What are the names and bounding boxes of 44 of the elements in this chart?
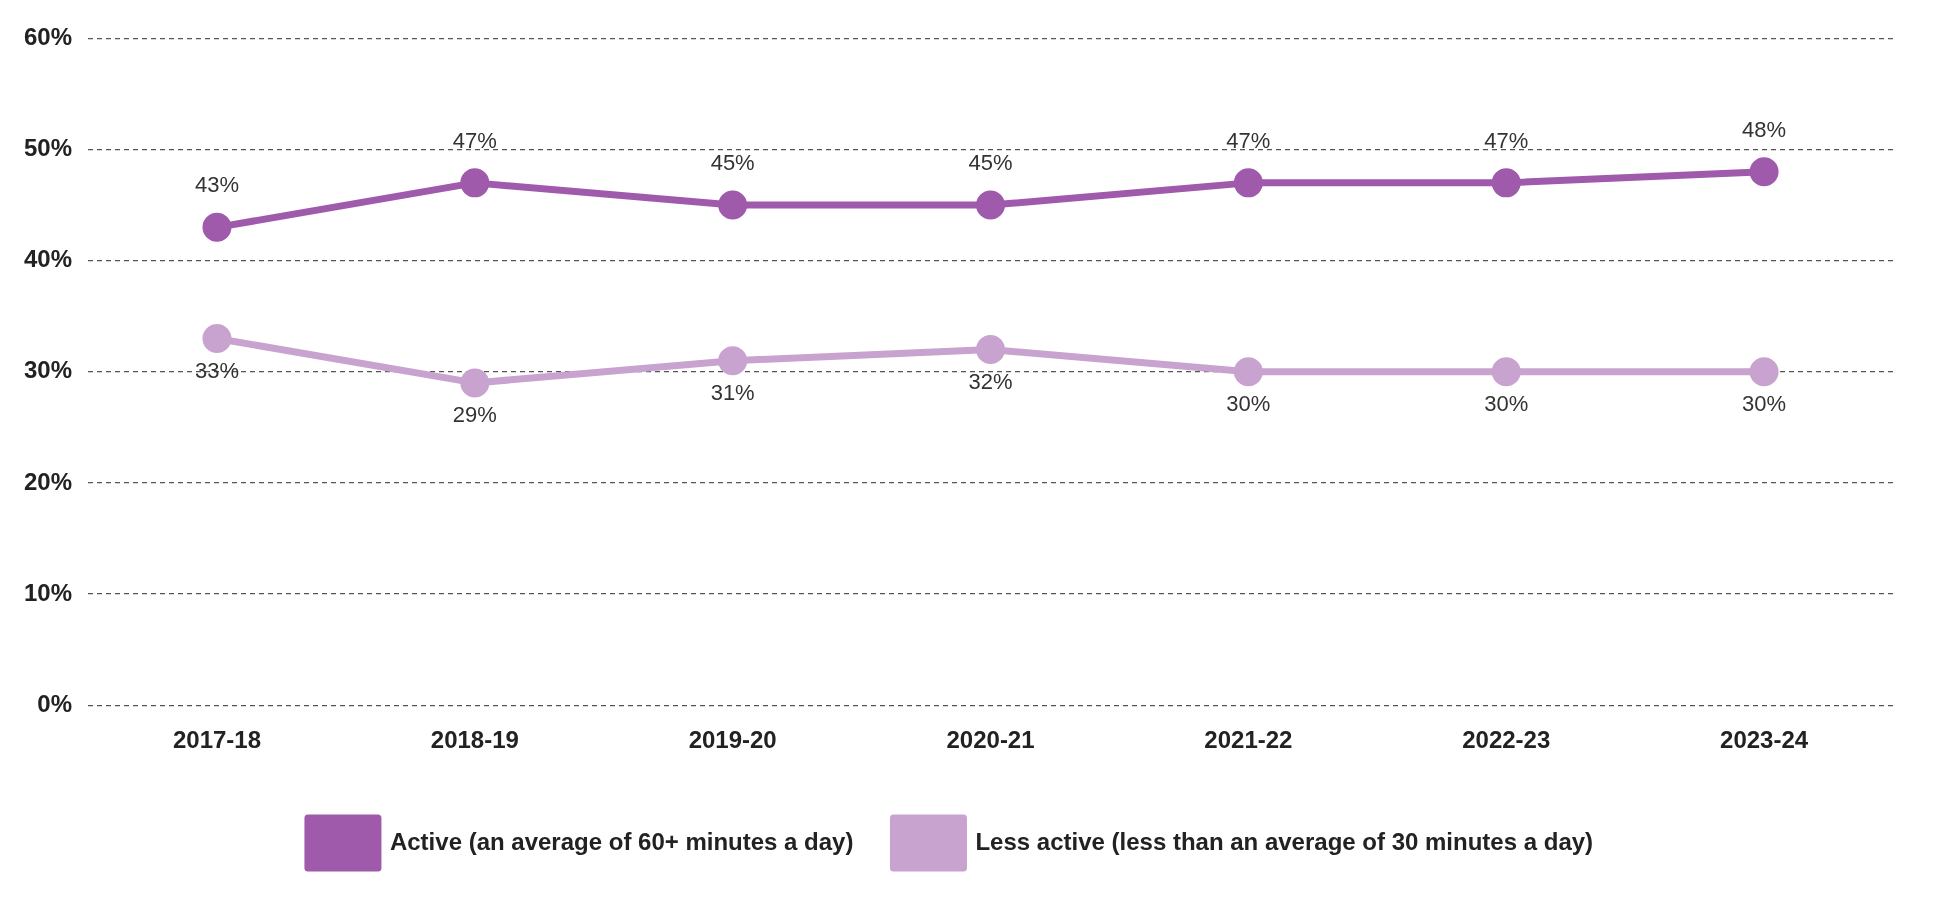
point [460, 168, 490, 198]
y-tick-label: 30% [23, 356, 73, 384]
data-label: 31% [710, 379, 755, 405]
data-label: 33% [194, 357, 239, 383]
x-tick-label: 2019-20 [688, 726, 777, 754]
point [976, 190, 1006, 220]
point [976, 335, 1006, 365]
data-label: 30% [1742, 390, 1787, 416]
data-label: 47% [1226, 127, 1271, 153]
point [460, 368, 490, 398]
data-label: 48% [1742, 116, 1787, 142]
data-label: 45% [968, 150, 1013, 176]
point [718, 190, 748, 220]
point [1233, 168, 1263, 198]
data-label: 43% [194, 172, 239, 198]
data-label: 32% [968, 368, 1013, 394]
y-tick-label: 10% [23, 578, 73, 606]
point [202, 323, 232, 353]
point [1749, 357, 1779, 387]
x-tick-label: 2018-19 [430, 726, 519, 754]
x-tick-label: 2021-22 [1204, 726, 1293, 754]
data-label: 30% [1226, 390, 1271, 416]
x-tick-label: 2017-18 [172, 726, 261, 754]
x-tick-label: 2020-21 [946, 726, 1035, 754]
data-label: 45% [710, 150, 755, 176]
y-tick-label: 40% [23, 245, 73, 273]
point [202, 212, 232, 242]
y-tick-label: 60% [23, 23, 73, 51]
data-label: 47% [452, 127, 497, 153]
point [1491, 357, 1521, 387]
y-tick-label: 20% [23, 467, 73, 495]
y-tick-label: 50% [23, 134, 73, 162]
data-label: 29% [452, 401, 497, 427]
x-tick-label: 2023-24 [1720, 726, 1809, 754]
point [1491, 168, 1521, 198]
data-label: 30% [1484, 390, 1529, 416]
data-label: 47% [1484, 127, 1529, 153]
legend-label: Less active (less than an average of 30 minutes a day) [975, 827, 1594, 855]
point [718, 346, 748, 376]
point [1749, 157, 1779, 187]
point [1233, 357, 1263, 387]
y-tick-label: 0% [37, 689, 73, 717]
legend-label: Active (an average of 60+ minutes a day) [389, 827, 854, 855]
x-tick-label: 2022-23 [1462, 726, 1551, 754]
